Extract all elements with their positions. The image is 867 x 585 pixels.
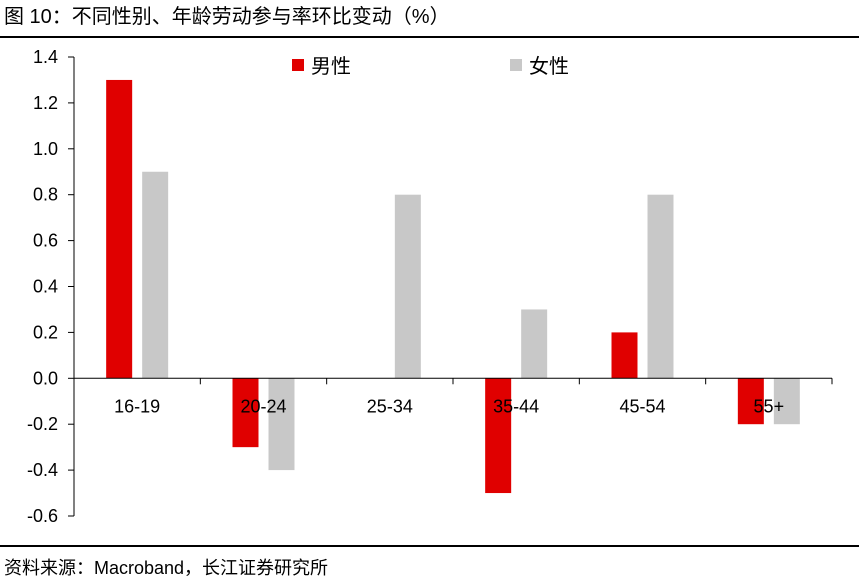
y-axis-ticks: 1.4 1.2 1.0 0.8 0.6 0.4 0.2 0.0 -0.2 -0.4 -0.6 <box>27 47 74 526</box>
legend-swatch-male <box>292 59 304 71</box>
bar-female-35-44 <box>521 309 548 379</box>
bar-male-35-44 <box>485 378 512 494</box>
y-tick-label: 1.2 <box>33 93 58 113</box>
legend-label-male: 男性 <box>311 55 351 78</box>
bar-female-25-34 <box>394 194 421 379</box>
x-tick-label: 25-34 <box>367 396 413 416</box>
x-tick-label: 20-24 <box>240 396 286 416</box>
y-tick-label: 0.0 <box>33 368 58 388</box>
y-tick-label: 1.0 <box>33 139 58 159</box>
y-tick-label: -0.2 <box>27 414 58 434</box>
bar-male-45-54 <box>611 332 638 379</box>
bottom-rule <box>0 545 859 547</box>
x-tick-label: 45-54 <box>619 396 665 416</box>
y-tick-label: -0.4 <box>27 460 58 480</box>
legend: 男性 女性 <box>292 55 569 78</box>
source-note: 资料来源：Macroband，长江证券研究所 <box>4 558 329 578</box>
bar-male-16-19 <box>106 79 133 379</box>
bars <box>106 79 800 494</box>
y-tick-label: 0.2 <box>33 322 58 342</box>
axes <box>73 57 833 516</box>
bar-male-55+ <box>737 378 764 425</box>
bar-male-20-24 <box>232 378 259 448</box>
y-tick-label: 0.6 <box>33 231 58 251</box>
top-rule <box>0 36 859 38</box>
legend-label-female: 女性 <box>529 55 569 78</box>
bar-female-16-19 <box>142 171 169 379</box>
y-tick-label: 1.4 <box>33 47 58 67</box>
x-tick-label: 16-19 <box>114 396 160 416</box>
x-tick-label: 55+ <box>754 396 785 416</box>
bar-female-20-24 <box>268 378 295 471</box>
y-tick-label: 0.8 <box>33 185 58 205</box>
bar-female-45-54 <box>647 194 674 379</box>
x-axis-labels: 16-19 20-24 25-34 35-44 45-54 55+ <box>114 396 784 416</box>
legend-swatch-female <box>510 59 522 71</box>
y-tick-label: -0.6 <box>27 506 58 526</box>
y-tick-label: 0.4 <box>33 277 58 297</box>
figure-title: 图 10：不同性别、年龄劳动参与率环比变动（%） <box>4 6 450 28</box>
x-tick-label: 35-44 <box>493 396 539 416</box>
bar-female-55+ <box>773 378 800 425</box>
